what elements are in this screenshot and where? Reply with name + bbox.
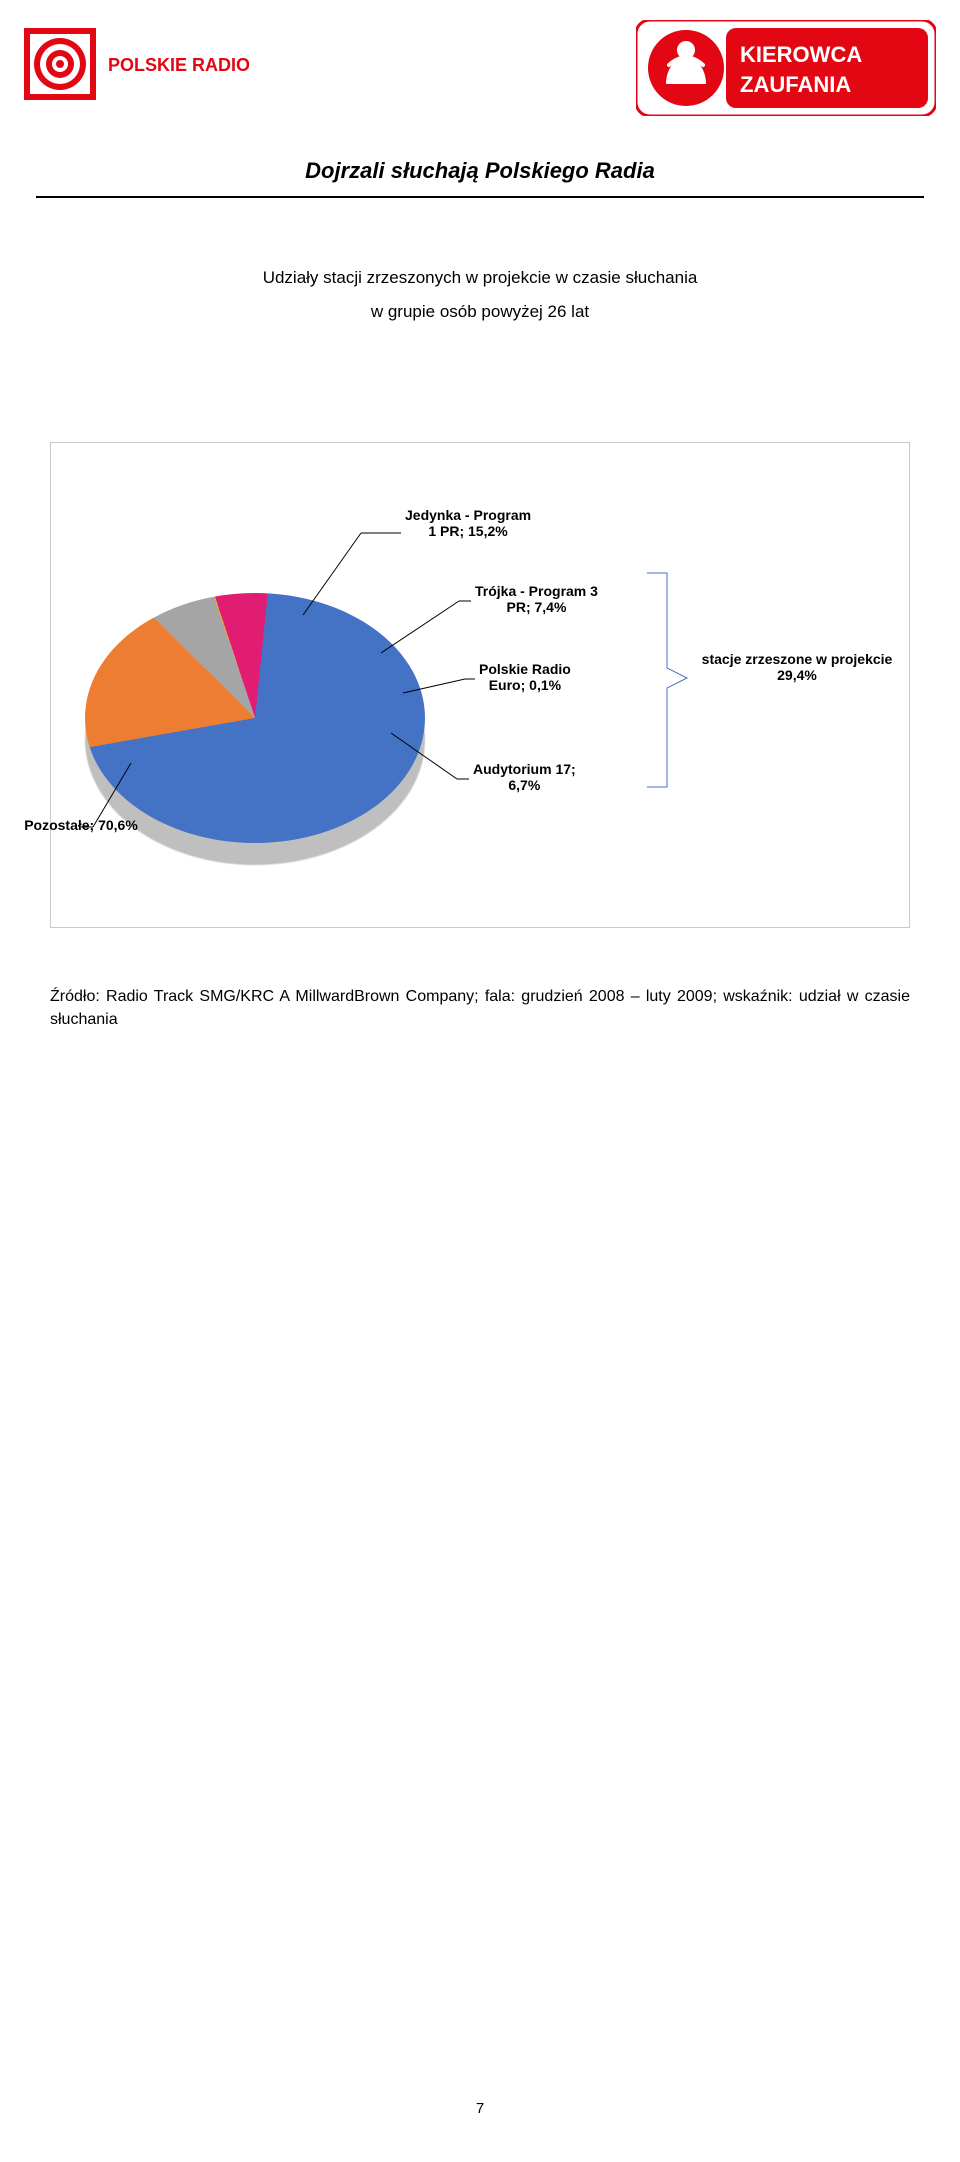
label-jedynka: Jedynka - Program1 PR; 15,2% bbox=[405, 507, 531, 539]
kierowca-zaufania-logo: KIEROWCA ZAUFANIA bbox=[636, 20, 936, 121]
chart-panel: Jedynka - Program1 PR; 15,2% Trójka - Pr… bbox=[50, 442, 910, 928]
label-trojka: Trójka - Program 3PR; 7,4% bbox=[475, 583, 598, 615]
polskie-radio-text: POLSKIE RADIO bbox=[108, 55, 250, 75]
pie-chart bbox=[85, 593, 425, 853]
label-euro: Polskie RadioEuro; 0,1% bbox=[479, 661, 571, 693]
label-audytorium: Audytorium 17;6,7% bbox=[473, 761, 576, 793]
page-title: Dojrzali słuchają Polskiego Radia bbox=[305, 158, 655, 184]
polskie-radio-logo: POLSKIE RADIO bbox=[24, 28, 274, 105]
kierowca-line2: ZAUFANIA bbox=[740, 72, 851, 97]
source-text: Źródło: Radio Track SMG/KRC A MillwardBr… bbox=[50, 985, 910, 1031]
title-underline bbox=[36, 196, 924, 198]
label-pozostale: Pozostałe; 70,6% bbox=[0, 817, 201, 833]
page-number: 7 bbox=[0, 2100, 960, 2117]
subtitle-line2: w grupie osób powyżej 26 lat bbox=[0, 302, 960, 322]
bracket-label: stacje zrzeszone w projekcie29,4% bbox=[697, 651, 897, 683]
subtitle-line1: Udziały stacji zrzeszonych w projekcie w… bbox=[0, 268, 960, 288]
kierowca-line1: KIEROWCA bbox=[740, 42, 862, 67]
